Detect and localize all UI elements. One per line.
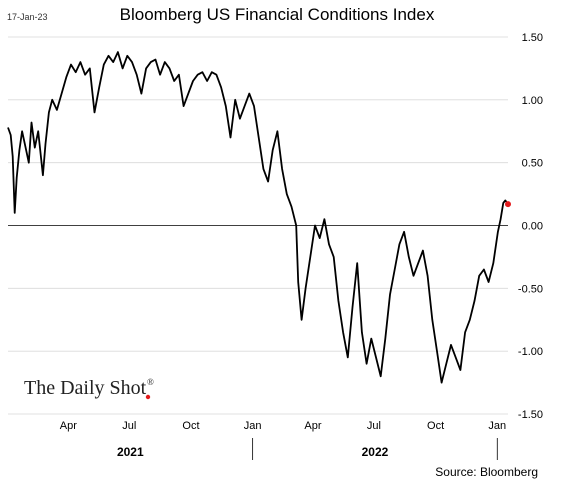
date-stamp: 17-Jan-23	[7, 12, 48, 22]
watermark-text: The Daily Shot	[24, 377, 147, 399]
x-axis: Apr Jul Oct Jan Apr Jul Oct Jan 2021 2022	[60, 420, 506, 460]
chart-title: Bloomberg US Financial Conditions Index	[120, 5, 435, 24]
watermark: The Daily Shot ®	[24, 377, 154, 400]
y-tick-label: 0.50	[522, 158, 543, 170]
year-label: 2022	[362, 445, 389, 459]
series	[7, 51, 511, 384]
x-tick-label: Jan	[244, 420, 262, 432]
x-tick-label: Oct	[182, 420, 199, 432]
x-tick-label: Jan	[488, 420, 506, 432]
x-tick-label: Jul	[367, 420, 381, 432]
last-value-marker	[505, 201, 511, 208]
fci-series-line	[7, 51, 509, 384]
y-tick-label: -1.00	[518, 346, 543, 358]
y-tick-label: -1.50	[518, 409, 543, 421]
year-label: 2021	[117, 445, 144, 459]
watermark-accent-dot	[145, 394, 151, 400]
y-tick-label: -0.50	[518, 283, 543, 295]
watermark-registered: ®	[147, 377, 154, 387]
y-tick-label: 0.00	[522, 221, 543, 233]
x-tick-label: Apr	[304, 420, 321, 432]
x-tick-label: Apr	[60, 420, 77, 432]
x-tick-label: Oct	[427, 420, 444, 432]
source-note: Source: Bloomberg	[435, 465, 538, 479]
y-tick-label: 1.50	[522, 32, 543, 44]
gridlines	[8, 36, 508, 415]
y-axis: 1.50 1.00 0.50 0.00 -0.50 -1.00 -1.50	[518, 32, 543, 421]
y-tick-label: 1.00	[522, 95, 543, 107]
x-tick-label: Jul	[122, 420, 136, 432]
